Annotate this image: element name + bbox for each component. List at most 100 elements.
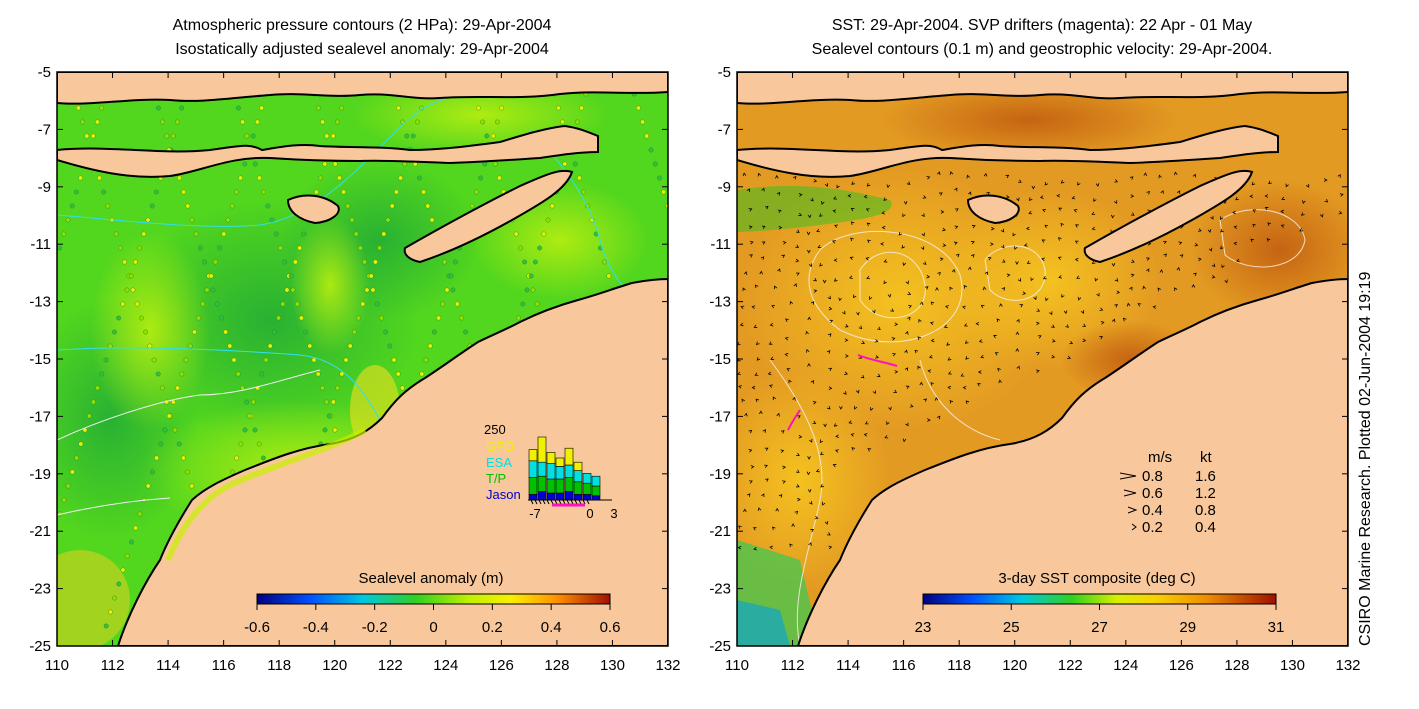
lat-tick-label: -23 <box>29 581 51 598</box>
inset-bar-segment <box>555 492 565 501</box>
inset-bar-segment <box>546 492 556 501</box>
inset-bar-segment <box>537 461 547 477</box>
colorbar-tick-label: 0.4 <box>541 619 562 636</box>
lon-tick-label: 110 <box>725 657 749 674</box>
inset-bar-segment <box>573 470 583 483</box>
inset-bar-segment <box>573 494 583 501</box>
lat-tick-label: -13 <box>29 294 51 311</box>
lon-tick-label: 126 <box>1169 657 1194 674</box>
lat-tick-label: -17 <box>29 408 51 425</box>
right-colorbar: 3-day SST composite (deg C) 23 25 27 29 31 <box>915 570 1285 636</box>
pressure-contour <box>57 497 171 516</box>
lat-tick-label: -25 <box>709 638 731 655</box>
right-title-line2: Sealevel contours (0.1 m) and geostrophi… <box>812 41 1273 58</box>
lat-tick-label: -21 <box>709 523 731 540</box>
velocity-legend-ms: 0.2 <box>1142 519 1163 536</box>
lat-tick-label: -7 <box>718 121 731 138</box>
velocity-legend-kt: 1.6 <box>1195 468 1216 485</box>
velocity-legend-arrow <box>1127 506 1138 514</box>
inset-bar-segment <box>591 495 601 501</box>
inset-bar-segment <box>546 463 556 480</box>
lon-tick-label: 112 <box>781 657 805 674</box>
colorbar-tick-label: -0.2 <box>362 619 388 636</box>
lon-tick-label: 132 <box>1335 657 1360 674</box>
lon-tick-label: 124 <box>1113 657 1138 674</box>
inset-bar-segment <box>537 491 547 501</box>
sealevel-contour <box>919 359 1001 441</box>
inset-bar-segment <box>582 473 592 484</box>
lon-tick-label: 122 <box>378 657 403 674</box>
lon-tick-label: 118 <box>267 657 291 674</box>
lon-tick-label: 120 <box>1002 657 1027 674</box>
inset-bar-segment <box>528 460 538 478</box>
lat-tick-label: -9 <box>38 179 51 196</box>
inset-bar-segment <box>564 447 574 466</box>
lon-tick-label: 114 <box>156 657 180 674</box>
inset-bar-segment <box>528 494 538 501</box>
lat-tick-label: -15 <box>709 351 731 368</box>
inset-x-tick: 3 <box>610 506 617 521</box>
lat-tick-label: -15 <box>29 351 51 368</box>
left-colorbar-title: Sealevel anomaly (m) <box>358 570 503 587</box>
colorbar-tick-label: 31 <box>1268 619 1285 636</box>
inset-bar-segment <box>555 466 565 480</box>
colorbar-tick-label: 27 <box>1091 619 1108 636</box>
inset-legend-label: T/P <box>486 471 506 486</box>
left-map <box>56 71 669 647</box>
right-colorbar-title: 3-day SST composite (deg C) <box>998 570 1195 587</box>
inset-bar-segment <box>546 478 556 494</box>
inset-legend-label: GFO <box>486 439 514 454</box>
velocity-legend-kt: 1.2 <box>1195 485 1216 502</box>
left-title-line1: Atmospheric pressure contours (2 HPa): 2… <box>173 17 552 34</box>
velocity-legend-ms: 0.8 <box>1142 468 1163 485</box>
colorbar-tick-label: 0.2 <box>482 619 503 636</box>
velocity-legend-arrow <box>1119 472 1137 480</box>
lon-tick-label: 124 <box>433 657 458 674</box>
lon-tick-label: 116 <box>892 657 916 674</box>
right-map <box>736 71 1349 647</box>
inset-bar-segment <box>555 457 565 467</box>
inset-x-tick: 0 <box>586 506 593 521</box>
lon-tick-label: 130 <box>600 657 625 674</box>
lat-tick-label: -25 <box>29 638 51 655</box>
inset-bar-segment <box>564 491 574 501</box>
velocity-legend-arrow <box>1131 523 1137 531</box>
inset-bar-segment <box>528 477 538 495</box>
colorbar-tick-label: 0.6 <box>600 619 621 636</box>
left-colorbar: Sealevel anomaly (m) -0.6 -0.4 -0.2 0 0.2 0.4… <box>244 570 620 636</box>
velocity-legend-kt: 0.4 <box>1195 519 1216 536</box>
colorbar-tick-label: -0.6 <box>244 619 270 636</box>
inset-legend-label: ESA <box>486 455 512 470</box>
lat-tick-label: -19 <box>29 466 51 483</box>
velocity-legend-header-kt: kt <box>1200 449 1213 466</box>
lon-tick-label: 114 <box>836 657 860 674</box>
inset-x-tick: -7 <box>529 506 541 521</box>
lat-tick-label: -13 <box>709 294 731 311</box>
left-title-line2: Isostatically adjusted sealevel anomaly:… <box>175 41 549 58</box>
lon-tick-label: 120 <box>322 657 347 674</box>
svp-drifter-track <box>857 354 898 367</box>
inset-bar-segment <box>564 464 574 478</box>
lon-tick-label: 112 <box>101 657 125 674</box>
credit-text: CSIRO Marine Research. Plotted 02-Jun-20… <box>1357 271 1374 646</box>
lon-tick-label: 128 <box>544 657 569 674</box>
lon-tick-label: 116 <box>212 657 236 674</box>
inset-bar-segment <box>528 449 538 462</box>
colorbar-tick-label: 29 <box>1179 619 1196 636</box>
velocity-legend-arrow <box>1123 489 1137 497</box>
inset-bar-segment <box>546 452 556 464</box>
lon-tick-label: 130 <box>1280 657 1305 674</box>
inset-bar-segment <box>564 477 574 492</box>
velocity-legend-ms: 0.6 <box>1142 485 1163 502</box>
lat-tick-label: -11 <box>710 236 731 253</box>
lon-tick-label: 118 <box>947 657 971 674</box>
lon-tick-label: 128 <box>1224 657 1249 674</box>
lat-tick-label: -11 <box>30 236 51 253</box>
colorbar-tick-label: 25 <box>1003 619 1020 636</box>
inset-legend-label: Jason <box>486 487 521 502</box>
right-title-line1: SST: 29-Apr-2004. SVP drifters (magenta)… <box>832 17 1252 34</box>
inset-bar-segment <box>582 494 592 501</box>
lat-tick-label: -9 <box>718 179 731 196</box>
